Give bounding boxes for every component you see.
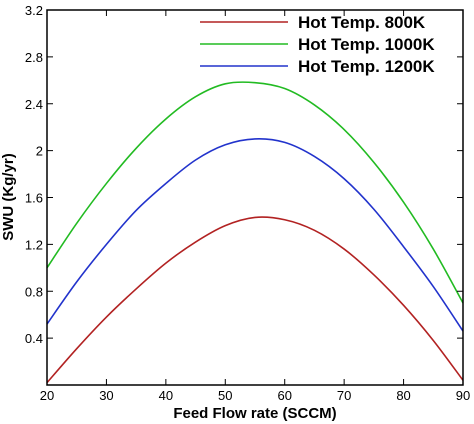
x-tick-label: 30 [99,388,113,403]
y-tick-label: 0.8 [25,284,43,299]
y-tick-label: 2.8 [25,50,43,65]
x-tick-label: 40 [159,388,173,403]
x-tick-label: 60 [277,388,291,403]
x-tick-label: 70 [337,388,351,403]
legend-label-3: Hot Temp. 1200K [298,57,435,76]
legend-label-1: Hot Temp. 800K [298,13,426,32]
x-tick-label: 90 [456,388,470,403]
y-axis-ticks: 0.4 0.8 1.2 1.6 2 2.4 2.8 3.2 [25,3,463,346]
series-line-1 [46,216,464,384]
y-tick-label: 2.4 [25,97,43,112]
x-tick-label: 50 [218,388,232,403]
y-tick-label: 1.2 [25,237,43,252]
y-axis-title: SWU (Kg/yr) [0,153,17,241]
y-tick-label: 3.2 [25,3,43,18]
x-axis-ticks: 20 30 40 50 60 70 80 90 [40,10,470,403]
legend-label-2: Hot Temp. 1000K [298,35,435,54]
series-line-2 [46,81,464,304]
x-axis-title: Feed Flow rate (SCCM) [173,405,336,422]
y-tick-label: 2 [36,144,43,159]
x-tick-label: 20 [40,388,54,403]
x-tick-label: 80 [396,388,410,403]
legend: Hot Temp. 800K Hot Temp. 1000K Hot Temp. 1… [200,13,435,76]
y-tick-label: 0.4 [25,331,43,346]
series-lines [46,81,464,384]
series-line-3 [46,138,464,332]
y-tick-label: 1.6 [25,191,43,206]
